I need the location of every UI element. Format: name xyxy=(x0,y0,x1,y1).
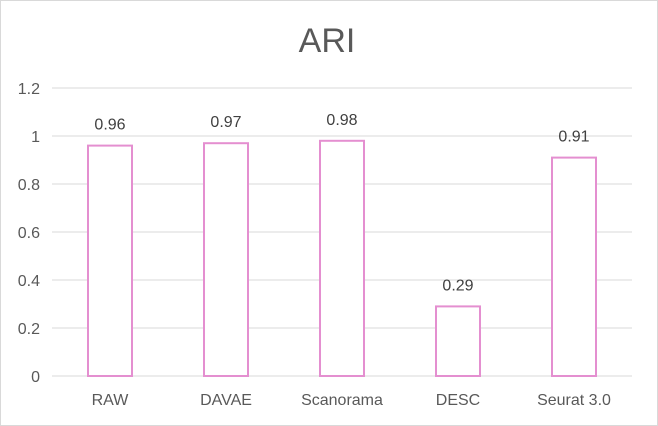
data-label: 0.96 xyxy=(94,117,125,134)
x-axis-categories: RAW DAVAE Scanorama DESC Seurat 3.0 xyxy=(92,392,611,409)
data-label: 0.97 xyxy=(210,114,241,131)
y-tick-label: 0 xyxy=(31,369,40,386)
y-axis-ticks: 0 0.2 0.4 0.6 0.8 1 1.2 xyxy=(18,81,40,386)
data-label: 0.29 xyxy=(442,277,473,294)
bar xyxy=(435,305,481,377)
category-label: Seurat 3.0 xyxy=(537,392,611,409)
category-label: DESC xyxy=(436,392,480,409)
data-labels: 0.96 0.97 0.98 0.29 0.91 xyxy=(94,112,589,295)
bar xyxy=(87,144,133,377)
bar xyxy=(319,139,365,377)
y-tick-label: 1.2 xyxy=(18,81,40,98)
y-tick-label: 0.6 xyxy=(18,225,40,242)
category-label: DAVAE xyxy=(200,392,252,409)
y-tick-label: 0.8 xyxy=(18,177,40,194)
category-label: Scanorama xyxy=(301,392,383,409)
data-label: 0.98 xyxy=(326,112,357,129)
category-label: RAW xyxy=(92,392,130,409)
y-tick-label: 0.4 xyxy=(18,273,40,290)
bar xyxy=(551,156,597,377)
y-tick-label: 0.2 xyxy=(18,321,40,338)
bars xyxy=(87,139,597,377)
bar xyxy=(203,142,249,377)
chart-title: ARI xyxy=(299,22,356,60)
data-label: 0.91 xyxy=(558,129,589,146)
y-tick-label: 1 xyxy=(31,129,40,146)
